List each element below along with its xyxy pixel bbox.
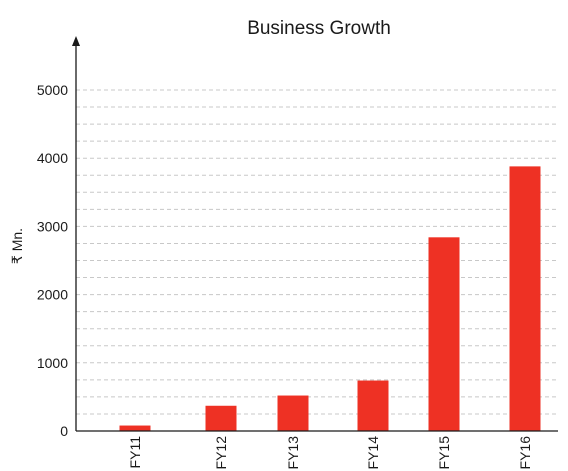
bar-fy16 [509,166,541,431]
y-axis-label: ₹ Mn. [9,228,25,264]
x-tick-label-fy16: FY16 [517,436,533,470]
y-tick-label: 5000 [37,82,68,98]
axes [72,36,558,432]
y-tick-label: 0 [60,423,68,439]
bar-fy11 [119,425,151,431]
x-tick-label-fy14: FY14 [365,436,381,470]
y-tick-label: 3000 [37,218,68,234]
x-tick-label-fy13: FY13 [285,436,301,470]
y-tick-labels: 0 1000 2000 3000 4000 5000 [37,82,68,439]
bar-series [119,166,541,431]
chart-title: Business Growth [247,18,391,39]
x-tick-label-fy11: FY11 [127,436,143,469]
bar-fy15 [428,237,460,431]
x-tick-label-fy15: FY15 [436,436,452,470]
x-tick-labels: FY11 FY12 FY13 FY14 FY15 FY16 [127,436,533,470]
y-tick-label: 4000 [37,150,68,166]
y-axis-arrow-icon [72,36,80,46]
x-tick-label-fy12: FY12 [213,436,229,470]
bar-fy13 [277,395,309,431]
bar-fy12 [205,405,237,431]
gridlines [76,89,558,415]
bar-fy14 [357,380,389,431]
y-tick-label: 2000 [37,287,68,303]
y-tick-label: 1000 [37,355,68,371]
